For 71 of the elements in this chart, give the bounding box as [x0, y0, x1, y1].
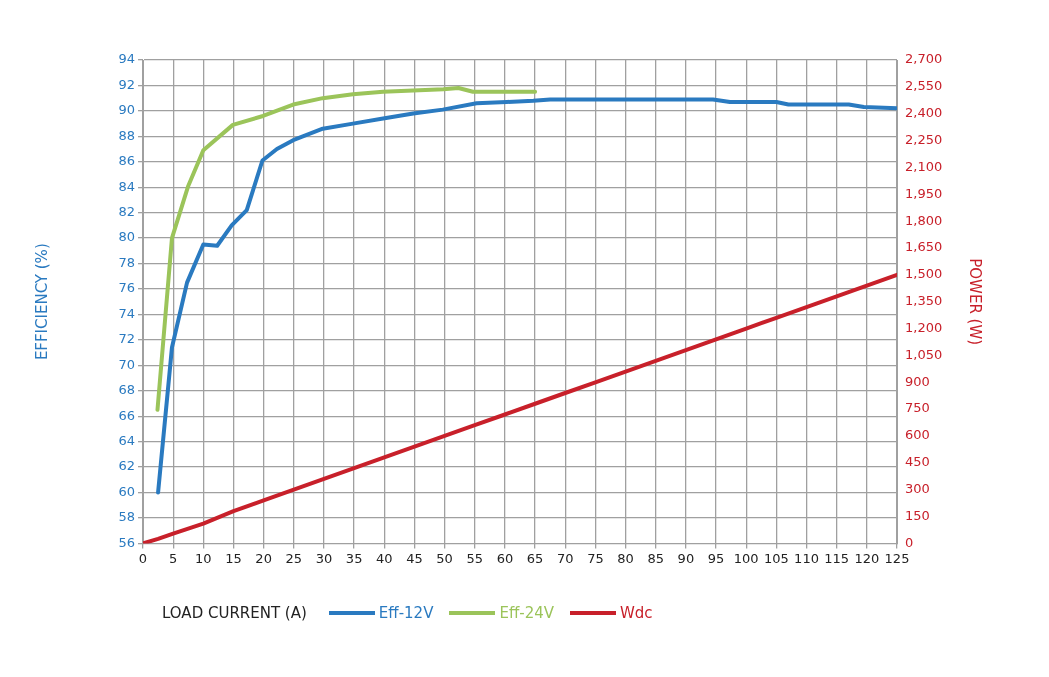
- x-tick-label: 120: [854, 550, 880, 566]
- y-tick-label: 78: [118, 254, 135, 270]
- y2-tick-label: 1,050: [905, 346, 943, 362]
- x-tick-label: 75: [587, 550, 604, 566]
- x-tick-label: 115: [824, 550, 850, 566]
- x-tick-label: 35: [345, 550, 363, 566]
- y2-tick-label: 1,200: [905, 319, 943, 335]
- y2-tick-label: 300: [905, 481, 930, 497]
- y2-tick-label: 2,700: [905, 51, 943, 67]
- x-axis-title: LOAD CURRENT (A): [162, 604, 307, 622]
- y2-tick-label: 1,650: [905, 239, 943, 255]
- y-tick-label: 90: [118, 102, 135, 118]
- x-tick-label: 80: [617, 550, 634, 566]
- y2-tick-label: 2,400: [905, 105, 943, 121]
- y2-tick-label: 150: [905, 507, 930, 523]
- x-tick-label: 105: [763, 550, 789, 566]
- y-tick-label: 70: [118, 356, 135, 372]
- x-tick-label: 15: [225, 550, 242, 566]
- y2-tick-label: 2,550: [905, 78, 943, 94]
- x-tick-label: 95: [707, 550, 725, 566]
- y-tick-label: 60: [118, 483, 135, 499]
- y-tick-label: 72: [118, 331, 135, 347]
- y2-tick-label: 2,250: [905, 131, 943, 147]
- x-tick-label: 65: [526, 550, 544, 566]
- y2-tick-label: 1,350: [905, 293, 943, 309]
- x-tick-label: 55: [466, 550, 484, 566]
- y-tick-label: 64: [118, 433, 135, 449]
- y-axis-title: EFFICIENCY (%): [32, 243, 51, 361]
- x-tick-label: 85: [647, 550, 664, 566]
- y-tick-label: 76: [118, 280, 135, 296]
- y2-tick-label: 1,500: [905, 266, 943, 282]
- x-tick-label: 45: [406, 550, 423, 566]
- y-tick-label: 92: [118, 76, 135, 92]
- y-tick-label: 88: [118, 127, 135, 143]
- x-tick-label: 110: [794, 550, 819, 566]
- y-tick-label: 56: [118, 534, 135, 550]
- x-tick-label: 0: [138, 550, 148, 566]
- legend-label: Eff-24V: [499, 604, 554, 622]
- y2-axis-title: POWER (W): [966, 258, 985, 346]
- legend-label: Wdc: [620, 604, 653, 622]
- y2-tick-label: 0: [905, 534, 914, 550]
- x-tick-label: 50: [436, 550, 453, 566]
- x-tick-label: 40: [376, 550, 393, 566]
- x-tick-label: 10: [195, 550, 212, 566]
- y-tick-label: 94: [118, 51, 135, 67]
- x-tick-label: 20: [255, 550, 272, 566]
- x-tick-label: 100: [733, 550, 759, 566]
- y-tick-label: 84: [118, 178, 135, 194]
- x-tick-label: 90: [677, 550, 695, 566]
- y-tick-label: 82: [118, 204, 135, 220]
- y-tick-label: 80: [118, 229, 135, 245]
- y-tick-label: 74: [118, 305, 135, 321]
- y2-tick-label: 900: [905, 373, 930, 389]
- y-tick-label: 68: [118, 382, 135, 398]
- y-tick-label: 86: [118, 153, 135, 169]
- y-tick-label: 58: [118, 509, 135, 525]
- x-tick-label: 25: [285, 550, 303, 566]
- x-tick-label: 70: [556, 550, 574, 566]
- y2-tick-label: 1,950: [905, 185, 943, 201]
- y2-tick-label: 600: [905, 427, 930, 443]
- x-tick-label: 60: [496, 550, 514, 566]
- legend-label: Eff-12V: [378, 604, 434, 622]
- y2-tick-label: 450: [905, 454, 930, 470]
- x-tick-label: 125: [884, 550, 910, 566]
- x-tick-label: 30: [315, 550, 333, 566]
- y2-tick-label: 750: [905, 400, 930, 416]
- y-tick-label: 62: [118, 458, 135, 474]
- y-tick-label: 66: [118, 407, 135, 423]
- y2-tick-label: 1,800: [905, 212, 943, 228]
- y2-tick-label: 2,100: [905, 158, 943, 174]
- x-tick-label: 5: [169, 550, 178, 566]
